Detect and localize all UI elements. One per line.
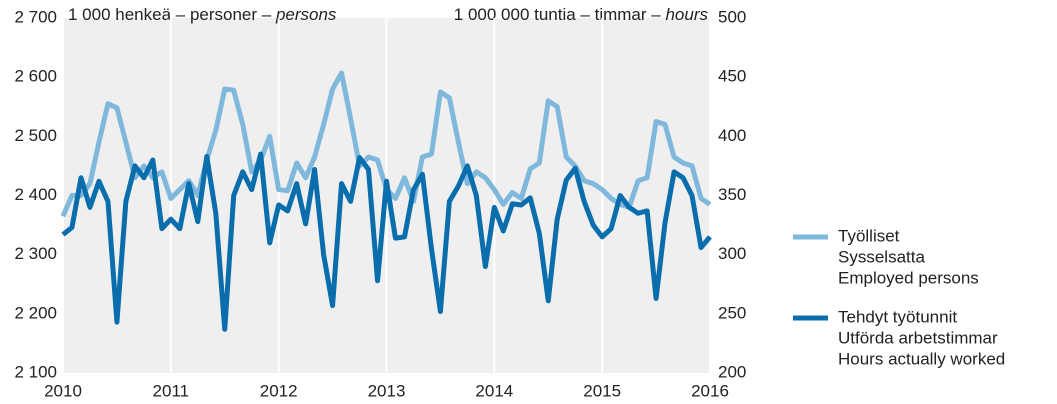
- legend-label: Utförda arbetstimmar: [838, 328, 998, 347]
- legend-label: Hours actually worked: [838, 349, 1005, 368]
- y-axis-label: 1 000 henkeä – personer – persons: [68, 5, 337, 24]
- legend-label: Tehdyt työtunnit: [838, 307, 957, 326]
- y-tick-label: 2 500: [14, 126, 57, 145]
- series-line: [61, 151, 712, 332]
- y-axis-label-part: persons: [275, 5, 337, 24]
- x-tick-label: 2011: [153, 381, 190, 400]
- y2-axis-label-part: hours: [665, 5, 708, 24]
- y2-tick-label: 400: [718, 126, 746, 145]
- y-tick-label: 2 200: [14, 303, 57, 322]
- legend-label: Sysselsatta: [838, 247, 925, 266]
- x-tick-label: 2016: [691, 381, 729, 400]
- y-tick-label: 2 400: [14, 185, 57, 204]
- x-tick-label: 2013: [368, 381, 406, 400]
- y-tick-label: 2 100: [14, 362, 57, 381]
- y2-tick-label: 500: [718, 7, 746, 26]
- y2-tick-label: 200: [718, 362, 746, 381]
- y-axis-label-part: 1 000 henkeä – personer –: [68, 5, 272, 24]
- x-tick-label: 2010: [44, 381, 82, 400]
- x-tick-label: 2015: [583, 381, 621, 400]
- y-tick-label: 2 700: [14, 7, 57, 26]
- y2-tick-label: 350: [718, 185, 746, 204]
- legend-label: Employed persons: [838, 268, 979, 287]
- y-tick-label: 2 300: [14, 244, 57, 263]
- x-tick-label: 2014: [475, 381, 513, 400]
- x-tick-label: 2012: [260, 381, 298, 400]
- y2-tick-label: 250: [718, 303, 746, 322]
- y2-tick-label: 450: [718, 67, 746, 86]
- y2-tick-label: 300: [718, 244, 746, 263]
- y2-axis-label-part: 1 000 000 tuntia – timmar –: [454, 5, 662, 24]
- y2-axis-label: 1 000 000 tuntia – timmar – hours: [454, 5, 709, 24]
- legend-label: Työlliset: [838, 226, 900, 245]
- y-tick-label: 2 600: [14, 67, 57, 86]
